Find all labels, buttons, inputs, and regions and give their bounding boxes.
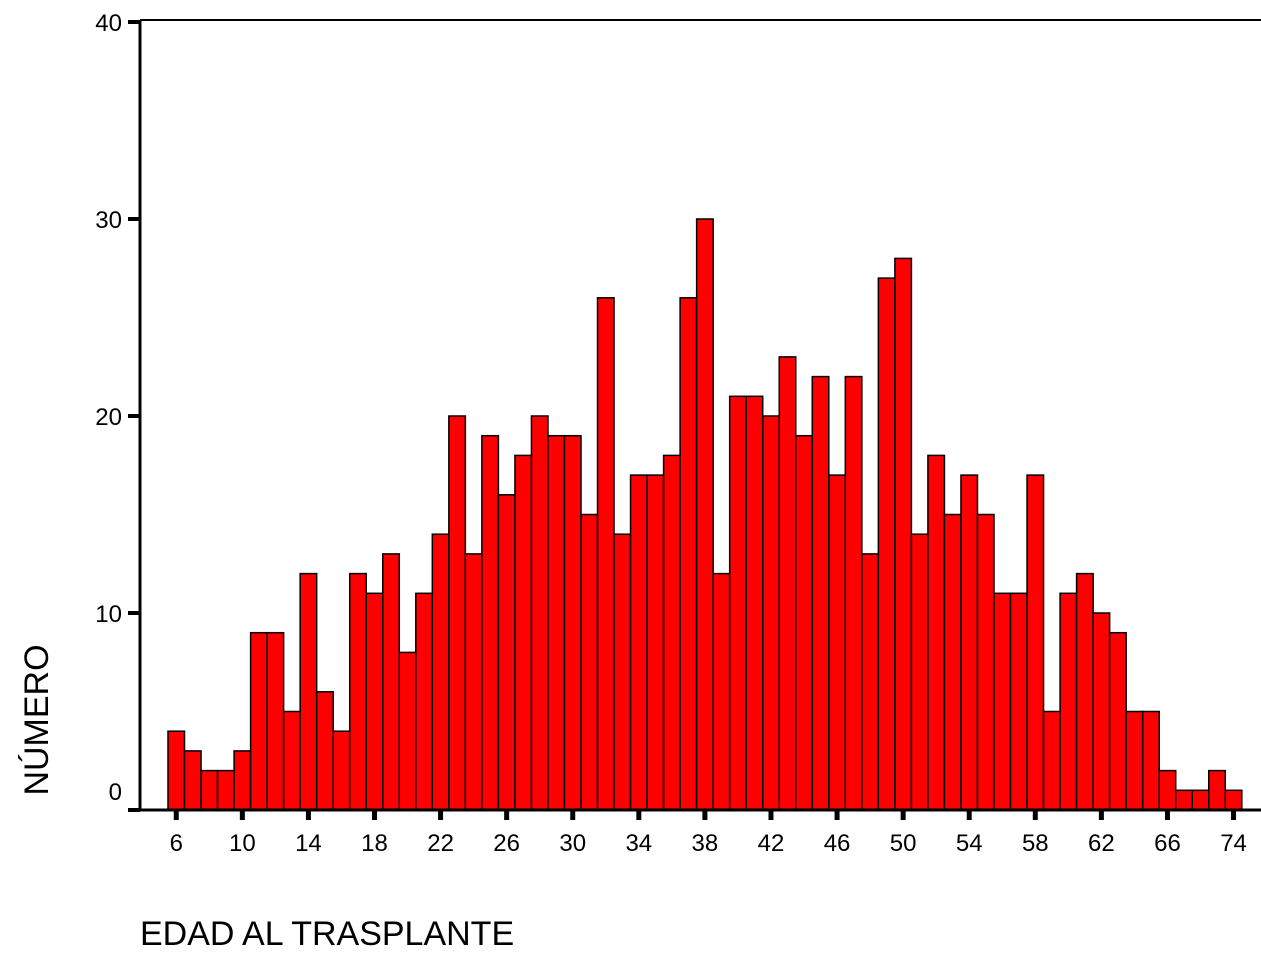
x-tick-label: 66 [1154, 830, 1181, 857]
x-tick-label: 26 [493, 830, 520, 857]
x-axis-title: EDAD AL TRASPLANTE [140, 915, 514, 953]
bar [415, 592, 434, 811]
bar [844, 375, 863, 811]
bar [233, 750, 252, 811]
bar [695, 218, 714, 811]
bar [497, 494, 516, 811]
bar [943, 513, 962, 811]
bar [563, 434, 582, 811]
bar [596, 297, 615, 811]
x-tick-label: 62 [1088, 830, 1115, 857]
y-tick-label: 0 [109, 779, 122, 806]
bar [530, 415, 549, 811]
bar [365, 592, 384, 811]
y-tick-label: 20 [95, 404, 122, 431]
y-tick-label: 40 [95, 10, 122, 37]
bar [745, 395, 764, 811]
bar [1208, 769, 1227, 811]
bar [877, 277, 896, 811]
x-tick-label: 18 [361, 830, 388, 857]
y-axis-title: NÚMERO [18, 644, 56, 795]
bar [481, 434, 500, 811]
x-tick-label: 34 [625, 830, 652, 857]
bar [249, 631, 268, 811]
bar [976, 513, 995, 811]
bar [993, 592, 1012, 811]
bar [629, 474, 648, 811]
bar [299, 572, 318, 811]
x-tick-label: 50 [890, 830, 917, 857]
bar [1059, 592, 1078, 811]
bar [1141, 710, 1160, 811]
bar [431, 533, 450, 811]
x-tick-label: 38 [692, 830, 719, 857]
x-tick-label: 58 [1022, 830, 1049, 857]
bar [894, 257, 913, 811]
bar [1108, 631, 1127, 811]
bar [1092, 612, 1111, 811]
x-tick-label: 42 [758, 830, 785, 857]
y-tick-label: 30 [95, 207, 122, 234]
bar [547, 434, 566, 811]
y-tick-label: 10 [95, 601, 122, 628]
bar [712, 572, 731, 811]
bar [1075, 572, 1094, 811]
bar [861, 553, 880, 811]
bar [348, 572, 367, 811]
bar [1125, 710, 1144, 811]
bar [1009, 592, 1028, 811]
bar [1191, 789, 1210, 811]
bar [332, 730, 351, 811]
bar [382, 553, 401, 811]
bar [828, 474, 847, 811]
bar [795, 434, 814, 811]
bar [282, 710, 301, 811]
x-tick-label: 30 [559, 830, 586, 857]
bar [927, 454, 946, 811]
bar [200, 769, 219, 811]
x-tick-label: 46 [824, 830, 851, 857]
x-tick-label: 14 [295, 830, 322, 857]
x-tick-label: 74 [1220, 830, 1247, 857]
bar [514, 454, 533, 811]
bar [580, 513, 599, 811]
bar [315, 691, 334, 811]
bar [183, 750, 202, 811]
bar [662, 454, 681, 811]
bar [1042, 710, 1061, 811]
bar [811, 375, 830, 811]
bar [1158, 769, 1177, 811]
bar [728, 395, 747, 811]
x-tick-label: 6 [170, 830, 183, 857]
bar [266, 631, 285, 811]
bar [448, 415, 467, 811]
x-tick-label: 54 [956, 830, 983, 857]
bar [398, 651, 417, 811]
bar [646, 474, 665, 811]
bar [761, 415, 780, 811]
bar [1174, 789, 1193, 811]
x-tick-label: 10 [229, 830, 256, 857]
x-tick-label: 22 [427, 830, 454, 857]
bar [1026, 474, 1045, 811]
bar [167, 730, 186, 811]
bar [464, 553, 483, 811]
bar [1224, 789, 1243, 811]
bar [679, 297, 698, 811]
bar [910, 533, 929, 811]
bar [778, 356, 797, 811]
bar [216, 769, 235, 811]
bar [613, 533, 632, 811]
bar [960, 474, 979, 811]
